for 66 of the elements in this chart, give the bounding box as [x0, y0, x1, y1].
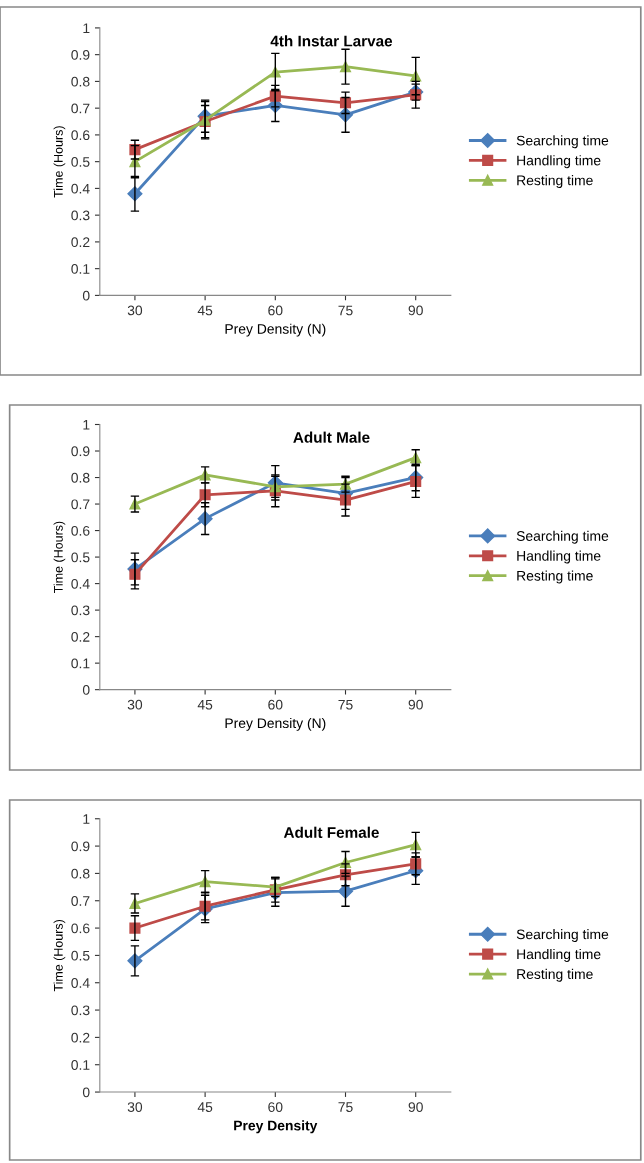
legend-label: Handling time	[517, 948, 601, 962]
chart-title: Adult Male	[293, 431, 370, 443]
x-axis-title: Prey Density (N)	[225, 717, 326, 731]
y-tick-label: 0.9	[71, 50, 90, 60]
y-tick-label: 0	[82, 1087, 90, 1098]
y-tick-label: 0.6	[71, 923, 90, 934]
y-tick-label: 0.3	[71, 605, 90, 616]
y-tick-label: 0.4	[71, 978, 90, 988]
y-tick-label: 0.4	[71, 578, 90, 589]
x-tick-label: 90	[408, 1102, 423, 1112]
y-axis-title: Time (Hours)	[53, 521, 66, 594]
y-tick-label: 0.6	[71, 130, 90, 141]
y-tick-label: 0.7	[71, 499, 90, 510]
legend-label: Searching time	[516, 530, 609, 544]
y-tick-label: 0.9	[71, 841, 90, 852]
y-tick-label: 0.5	[71, 552, 90, 563]
y-tick-label: 1	[83, 814, 90, 824]
x-tick-label: 90	[408, 305, 423, 316]
y-tick-label: 0.2	[71, 631, 90, 642]
y-tick-label: 0.2	[71, 237, 90, 248]
y-tick-label: 0.7	[71, 896, 90, 906]
y-axis-title: Time (Hours)	[53, 126, 66, 198]
x-tick-label: 90	[408, 699, 423, 710]
y-tick-label: 0.3	[71, 210, 90, 221]
x-axis-title: Prey Density (N)	[225, 323, 326, 337]
x-tick-label: 30	[127, 699, 143, 710]
x-tick-label: 60	[268, 699, 283, 710]
y-tick-label: 0.1	[71, 658, 90, 669]
chart-title: 4th Instar Larvae	[270, 35, 393, 47]
x-tick-label: 60	[268, 1102, 283, 1112]
x-tick-label: 30	[127, 305, 143, 316]
y-tick-label: 1	[83, 419, 90, 430]
legend-label: Searching time	[516, 135, 609, 149]
x-tick-label: 75	[338, 1102, 353, 1112]
x-tick-label: 45	[197, 699, 213, 710]
x-tick-label: 60	[268, 305, 283, 316]
x-tick-label: 45	[197, 1102, 213, 1112]
y-tick-label: 0.5	[71, 156, 90, 167]
y-tick-label: 0.7	[71, 103, 90, 114]
y-tick-label: 0.2	[71, 1032, 90, 1043]
y-axis-title: Time (Hours)	[53, 919, 66, 992]
x-tick-label: 75	[338, 699, 353, 710]
legend-label: Resting time	[517, 175, 593, 189]
x-tick-label: 75	[338, 305, 353, 316]
y-tick-label: 0	[82, 290, 90, 301]
y-tick-label: 0.3	[71, 1005, 90, 1016]
legend-label: Handling time	[517, 550, 601, 564]
y-tick-label: 0.4	[71, 183, 90, 194]
y-tick-label: 0.8	[71, 472, 90, 483]
y-tick-label: 0.8	[71, 868, 90, 879]
x-tick-label: 30	[127, 1102, 143, 1112]
y-tick-label: 0.8	[71, 76, 90, 87]
x-tick-label: 45	[197, 305, 213, 316]
x-axis-title: Prey Density	[234, 1120, 318, 1134]
y-tick-label: 0.5	[71, 950, 90, 961]
y-tick-label: 1	[83, 23, 90, 33]
y-tick-label: 0	[82, 684, 90, 695]
legend-label: Handling time	[517, 155, 601, 169]
y-tick-label: 0.1	[71, 263, 90, 274]
legend-label: Resting time	[517, 570, 593, 584]
legend-label: Searching time	[516, 929, 609, 942]
chart-title: Adult Female	[283, 826, 379, 838]
y-tick-label: 0.9	[71, 446, 90, 457]
legend-label: Resting time	[517, 968, 593, 982]
y-tick-label: 0.1	[71, 1060, 90, 1070]
y-tick-label: 0.6	[71, 525, 90, 536]
